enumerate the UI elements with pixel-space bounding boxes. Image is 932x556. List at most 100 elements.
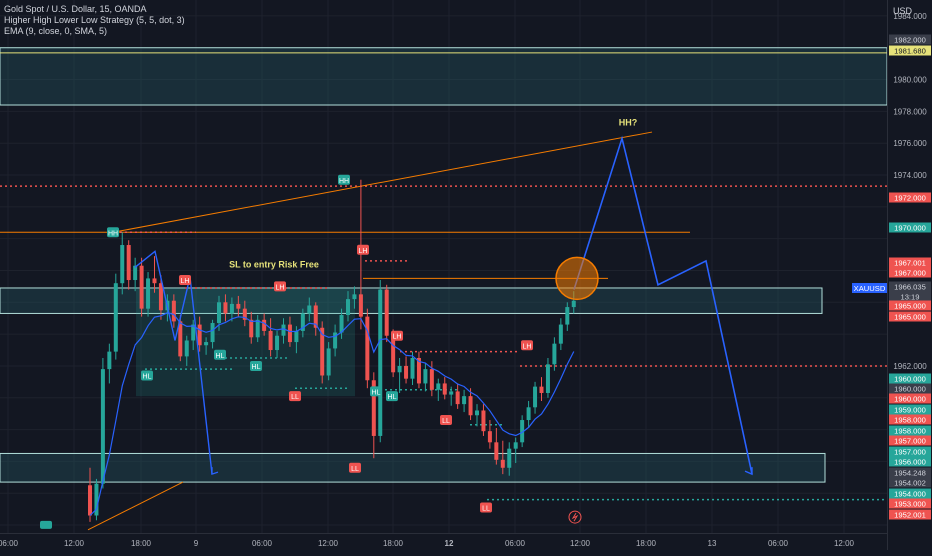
swing-marker-lh — [391, 330, 403, 341]
price-badge-label: 1965.000 — [894, 313, 926, 322]
time-tick-label: 12:00 — [318, 539, 339, 548]
swing-marker-hl — [141, 370, 153, 381]
swing-marker-label: LH — [359, 248, 368, 255]
time-tick-label: 18:00 — [131, 539, 152, 548]
price-badge-label: 1972.000 — [894, 194, 926, 203]
swing-marker-ll — [349, 462, 361, 473]
price-badge — [889, 192, 931, 203]
price-badge — [889, 477, 931, 488]
price-badge-label: 1954.000 — [894, 490, 926, 499]
highlight-circle — [555, 256, 599, 301]
zone-demand-zone — [0, 452, 826, 483]
candle-body — [126, 245, 131, 281]
candle-body — [455, 391, 460, 405]
candle-body — [249, 319, 254, 338]
trendline-upper — [112, 131, 653, 233]
swing-marker-label: HL — [216, 353, 225, 360]
swing-marker-label: LL — [482, 506, 490, 513]
candle-body — [281, 324, 286, 336]
time-axis-labels: 06:00 12:00 18:00 9 06:00 12:00 18:00 12 06:00 12… — [0, 539, 855, 548]
symbol-title[interactable]: Gold Spot / U.S. Dollar, 15, OANDA — [4, 4, 147, 14]
time-tick-label: 9 — [194, 539, 199, 548]
time-tick-label: 06:00 — [768, 539, 789, 548]
symbol-badge-label: XAUUSD — [854, 284, 886, 293]
currency-label: USD — [893, 6, 913, 16]
price-tick-label: 1976.000 — [893, 139, 927, 148]
indicator-hhll[interactable]: Higher High Lower Low Strategy (5, 5, do… — [4, 15, 185, 25]
candle-body — [217, 302, 221, 323]
candle-body — [275, 335, 280, 351]
price-axis[interactable]: 1984.000 1980.000 1978.000 1976.000 1974.000… — [887, 0, 932, 550]
swing-markers: HH HH LH LH LH LH LH HL HL HL HL HL LL LL LL LL — [40, 174, 533, 529]
price-badge — [889, 393, 931, 404]
candle-body — [268, 330, 273, 351]
swing-marker-ll — [440, 415, 452, 426]
price-badge — [889, 311, 931, 322]
candle-body — [378, 289, 383, 436]
price-badge-label: 1954.002 — [894, 479, 926, 488]
lightning-icon — [568, 510, 582, 524]
candle-body — [320, 327, 325, 376]
swing-marker-ll — [289, 391, 301, 402]
risk-free-label: SL to entry Risk Free — [229, 259, 319, 269]
price-badge-label: 1960.000 — [894, 375, 926, 384]
price-tick-label: 1984.000 — [893, 12, 927, 21]
candle-body — [487, 431, 492, 443]
time-tick-label: 06:00 — [0, 539, 19, 548]
swing-marker-ll — [480, 502, 492, 513]
candle-body — [533, 386, 538, 408]
price-badge — [889, 446, 931, 457]
projection-path — [134, 135, 753, 476]
candle-body — [462, 396, 467, 405]
candle-body — [384, 289, 389, 336]
swing-marker-hl — [370, 386, 382, 397]
price-badge-label: 1982.000 — [894, 36, 926, 45]
price-badge-label: 1967.000 — [894, 269, 926, 278]
horizontal-levels — [0, 52, 887, 501]
price-badge — [889, 456, 931, 467]
candle-body — [113, 283, 118, 352]
price-badge-label: 1970.000 — [894, 224, 926, 233]
projection-arrow-left — [211, 467, 219, 476]
projection-arrow-right — [744, 467, 753, 476]
swing-marker-label: HH — [108, 230, 118, 237]
candle-body — [526, 407, 531, 421]
price-badge — [889, 509, 931, 520]
candle-body — [391, 335, 396, 373]
time-tick-label: 06:00 — [505, 539, 526, 548]
price-badge — [889, 467, 931, 478]
candle-body — [313, 305, 318, 328]
candle-body — [397, 365, 402, 373]
indicator-ema[interactable]: EMA (9, close, 0, SMA, 5) — [4, 26, 108, 36]
price-badge-label: 1965.000 — [894, 302, 926, 311]
price-badge-label: 1958.000 — [894, 416, 926, 425]
candle-body — [171, 300, 176, 322]
price-badge — [889, 488, 931, 499]
candle-body — [326, 348, 331, 376]
candle-body — [410, 357, 415, 379]
price-badge-label: 1956.000 — [894, 458, 926, 467]
swing-marker-label: HL — [143, 373, 152, 380]
candle-body — [481, 410, 486, 432]
candle-body — [94, 483, 99, 516]
candle-body — [242, 308, 247, 320]
candle-body — [294, 330, 299, 343]
candle-body — [158, 283, 163, 311]
price-badge-label: 1959.000 — [894, 406, 926, 415]
swing-marker-hl — [250, 360, 262, 371]
price-badge-label: 1952.001 — [894, 511, 926, 520]
candle-body — [558, 324, 563, 344]
plot-background — [0, 0, 887, 533]
hh-question-label: HH? — [619, 118, 638, 128]
swing-marker-label: HL — [372, 389, 381, 396]
price-badge — [889, 435, 931, 446]
candles — [88, 179, 576, 522]
candle-body — [539, 386, 544, 393]
time-tick-label: 13 — [708, 539, 717, 548]
time-axis[interactable]: 06:00 12:00 18:00 9 06:00 12:00 18:00 12 06:00 12… — [0, 533, 887, 551]
candle-body — [300, 313, 305, 331]
price-badge-label: 1967.001 — [894, 259, 926, 268]
candle-body — [423, 369, 428, 384]
